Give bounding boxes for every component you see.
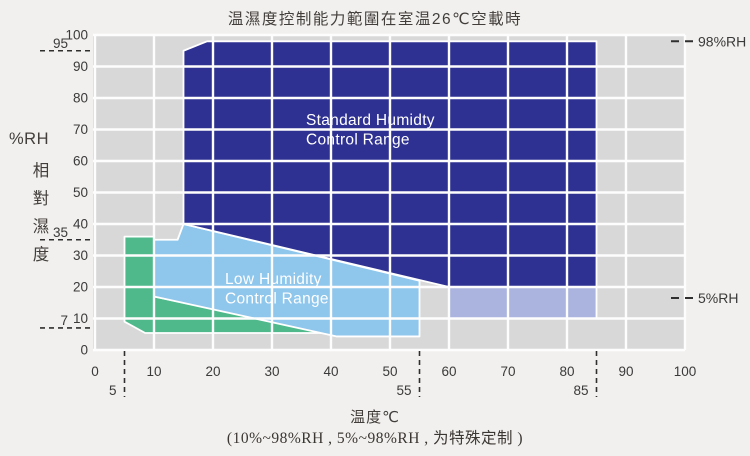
region-label-standard-range: Control Range: [306, 132, 410, 149]
x-tick-label: 0: [91, 364, 99, 379]
x-tick-label: 80: [559, 364, 574, 379]
y-tick-label: 40: [73, 217, 88, 232]
x-tick-label: 100: [674, 364, 697, 379]
x-special-label: 85: [573, 383, 588, 398]
x-special-label: 5: [109, 383, 117, 398]
y-tick-label: 60: [73, 154, 88, 169]
x-axis-title: 温度℃: [350, 409, 400, 426]
y-axis-unit-label: %RH: [8, 130, 49, 148]
region-label-standard-range: Standard Humidty: [306, 112, 435, 129]
x-tick-label: 20: [205, 364, 220, 379]
y-tick-label: 0: [80, 343, 88, 358]
x-tick-label: 30: [264, 364, 279, 379]
y-special-label: 35: [53, 225, 68, 240]
y-tick-label: 10: [73, 311, 88, 326]
x-tick-label: 70: [500, 364, 515, 379]
x-tick-label: 90: [618, 364, 633, 379]
right-marker-label: 98%RH: [698, 33, 746, 49]
y-tick-label: 80: [73, 91, 88, 106]
y-tick-label: 70: [73, 122, 88, 137]
chart-title: 温濕度控制能力範圍在室温26℃空載時: [227, 11, 523, 28]
x-tick-label: 60: [441, 364, 456, 379]
x-tick-label: 50: [382, 364, 397, 379]
right-marker-label: 5%RH: [698, 290, 738, 306]
region-label-low-humidity-range: Low Humidity: [225, 271, 322, 288]
y-tick-label: 90: [73, 59, 88, 74]
y-special-label: 7: [60, 313, 68, 328]
x-tick-label: 40: [323, 364, 338, 379]
y-tick-label: 100: [65, 28, 88, 43]
y-tick-label: 50: [73, 185, 88, 200]
region-low-humidity-range: [153, 223, 421, 338]
y-special-label: 95: [53, 36, 68, 51]
y-axis-name-vertical: 相對濕度: [32, 162, 50, 264]
chart-footnote: (10%~98%RH , 5%~98%RH , 为特殊定制 ): [226, 430, 524, 447]
y-tick-label: 20: [73, 280, 88, 295]
region-label-low-humidity-range: Control Range: [225, 291, 329, 308]
region-extended-low-humidity-band: [448, 286, 598, 320]
x-tick-label: 10: [146, 364, 161, 379]
x-special-label: 55: [396, 383, 411, 398]
y-tick-label: 30: [73, 248, 88, 263]
